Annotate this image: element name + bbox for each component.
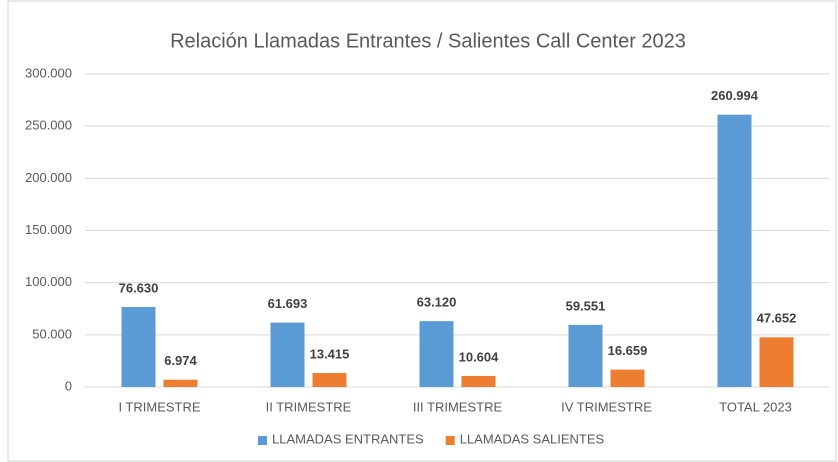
value-label: 63.120 (417, 295, 457, 310)
bar (717, 114, 752, 387)
legend-label: LLAMADAS ENTRANTES (272, 431, 424, 446)
bar (759, 337, 794, 387)
y-tick-label: 250.000 (25, 118, 72, 133)
bar (610, 369, 645, 387)
x-tick-label: TOTAL 2023 (719, 399, 792, 414)
y-tick-label: 200.000 (25, 170, 72, 185)
x-tick-label: II TRIMESTRE (266, 399, 352, 414)
legend-swatch (445, 436, 455, 445)
value-label: 47.652 (757, 311, 797, 326)
value-label: 6.974 (164, 353, 197, 368)
value-label: 260.994 (711, 88, 759, 103)
y-tick-label: 0 (65, 378, 72, 393)
bar (568, 324, 603, 387)
value-label: 59.551 (566, 298, 606, 313)
y-tick-label: 300.000 (25, 65, 72, 80)
bar (270, 322, 305, 387)
value-label: 16.659 (608, 343, 648, 358)
x-tick-label: IV TRIMESTRE (561, 399, 652, 414)
legend-label: LLAMADAS SALIENTES (460, 431, 605, 446)
x-tick-label: III TRIMESTRE (413, 399, 503, 414)
value-label: 10.604 (459, 349, 500, 364)
y-tick-label: 100.000 (25, 274, 72, 289)
bar (312, 373, 347, 387)
bar (163, 379, 198, 387)
bar (419, 321, 454, 387)
bar (461, 375, 496, 387)
value-label: 13.415 (310, 346, 350, 361)
y-tick-label: 50.000 (32, 326, 72, 341)
legend-swatch (258, 436, 267, 445)
x-tick-label: I TRIMESTRE (118, 399, 200, 414)
value-label: 76.630 (119, 280, 159, 295)
chart-title: Relación Llamadas Entrantes / Salientes … (170, 30, 686, 52)
bar (121, 307, 156, 387)
value-label: 61.693 (268, 296, 308, 311)
y-tick-label: 150.000 (25, 222, 72, 237)
